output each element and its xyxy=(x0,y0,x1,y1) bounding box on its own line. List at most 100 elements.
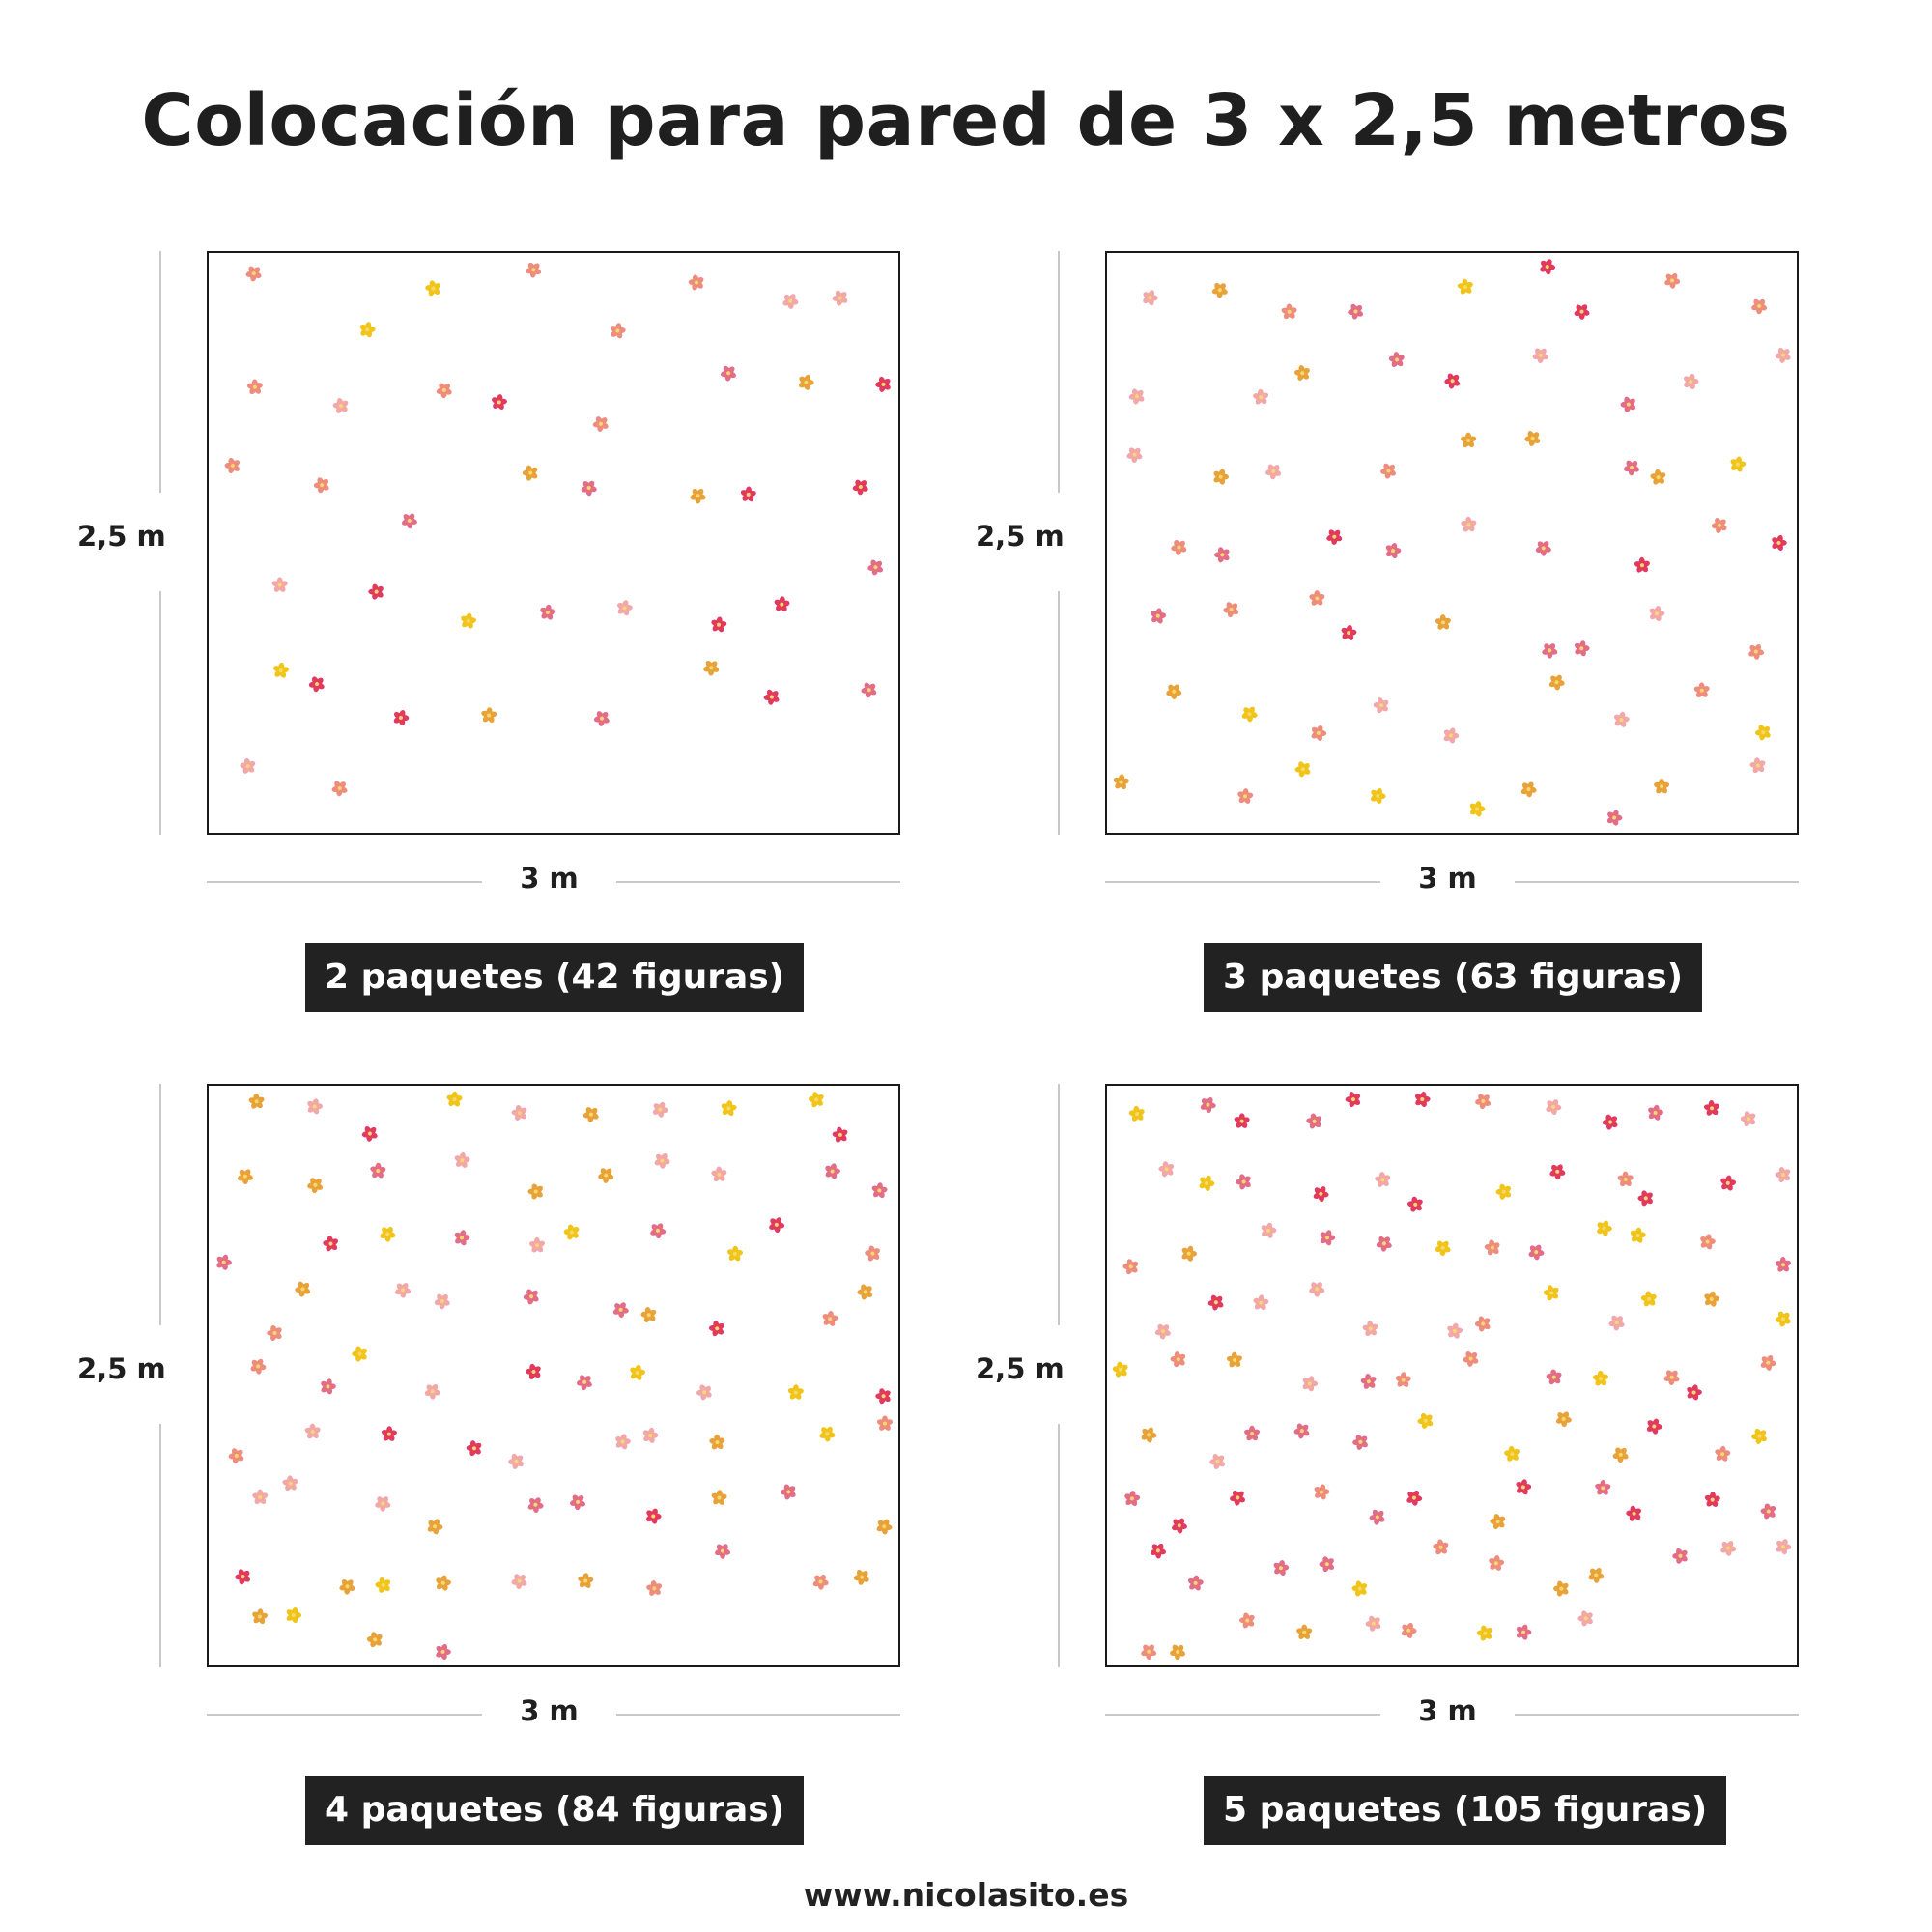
flower-figure xyxy=(1172,1518,1188,1534)
flower-figure xyxy=(1535,541,1551,556)
flower-figure xyxy=(1646,1418,1662,1435)
flower-figure xyxy=(286,1607,302,1624)
flower-figure xyxy=(652,1101,668,1118)
flower-figure xyxy=(271,577,288,592)
flower-figure xyxy=(867,559,884,576)
flower-figure xyxy=(1124,1491,1141,1506)
flower-figure xyxy=(425,280,441,297)
website-link[interactable]: www.nicolasito.es xyxy=(803,1876,1129,1914)
flower-figure xyxy=(1490,1514,1506,1530)
flower-figure xyxy=(581,480,597,497)
flower-figure xyxy=(1447,1322,1463,1339)
flower-figure xyxy=(630,1364,646,1380)
flower-figure xyxy=(1273,1560,1290,1577)
flower-figure xyxy=(1385,543,1402,559)
flower-figure xyxy=(267,1324,282,1342)
flower-figure xyxy=(727,1245,743,1262)
flower-scatter xyxy=(224,262,891,797)
flower-figure xyxy=(1406,1490,1423,1506)
height-dimension-line xyxy=(159,591,161,835)
flower-figure xyxy=(740,486,756,502)
width-dimension-line xyxy=(207,1714,482,1716)
flower-figure xyxy=(1351,1580,1368,1597)
flower-figure xyxy=(307,1178,324,1194)
flower-figure xyxy=(1715,1445,1731,1462)
flower-figure xyxy=(1376,1236,1392,1252)
flower-figure xyxy=(1730,456,1747,472)
flower-figure xyxy=(1236,1174,1251,1190)
flower-figure xyxy=(1113,774,1129,790)
flower-figure xyxy=(1388,352,1405,367)
flower-figure xyxy=(1365,1615,1381,1632)
flower-figure xyxy=(812,1574,829,1590)
flower-figure xyxy=(1128,1105,1145,1122)
flower-figure xyxy=(366,1632,383,1648)
flower-figure xyxy=(1754,724,1771,741)
flower-figure xyxy=(615,1434,631,1450)
flower-figure xyxy=(1489,1555,1505,1571)
flower-figure xyxy=(1433,1539,1449,1555)
flower-figure xyxy=(1128,388,1145,405)
flower-figure xyxy=(1740,1111,1756,1127)
layout-panel-2-packs: 2,5 m 3 m 2 paquetes (42 figuras) xyxy=(77,242,927,1034)
flower-figure xyxy=(1772,534,1787,551)
flower-figure xyxy=(1348,303,1364,320)
flower-figure xyxy=(436,1575,452,1591)
flower-figure xyxy=(1166,684,1182,700)
flower-figure xyxy=(1574,304,1590,320)
flower-figure xyxy=(1341,624,1357,640)
flower-scatter xyxy=(1112,1091,1792,1661)
flower-figure xyxy=(1553,1580,1569,1597)
flower-figure xyxy=(1595,1480,1611,1495)
flower-figure xyxy=(1664,272,1681,289)
flower-figure xyxy=(1320,1230,1336,1246)
flower-figure xyxy=(1435,1240,1451,1257)
flower-figure xyxy=(1617,1171,1634,1187)
width-dimension-line xyxy=(1515,881,1799,883)
flower-figure xyxy=(1626,1505,1641,1521)
flower-figure xyxy=(1520,781,1537,798)
flower-figure xyxy=(1380,463,1397,479)
flower-figure xyxy=(593,711,610,726)
flower-figure xyxy=(861,682,877,698)
flower-figure xyxy=(1663,1370,1680,1386)
flower-figure xyxy=(853,1569,869,1585)
width-label: 3 m xyxy=(1418,862,1477,895)
flower-figure xyxy=(1548,674,1565,691)
flower-figure xyxy=(1239,1612,1255,1629)
flower-figure xyxy=(1294,761,1311,778)
flower-figure xyxy=(1608,1315,1625,1331)
flower-figure xyxy=(492,394,507,411)
flower-figure xyxy=(1577,1610,1593,1627)
flower-figure xyxy=(1208,1294,1224,1311)
flower-figure xyxy=(321,1378,336,1395)
flower-figure xyxy=(720,365,736,382)
flower-figure xyxy=(1654,778,1670,794)
flower-figure xyxy=(332,397,349,413)
flower-figure xyxy=(640,1307,657,1322)
height-label: 2,5 m xyxy=(77,520,166,553)
flower-figure xyxy=(578,1573,594,1588)
flower-figure xyxy=(1704,1291,1720,1307)
flower-figure xyxy=(224,457,241,473)
flower-figure xyxy=(576,1375,592,1391)
flower-figure xyxy=(235,1569,250,1585)
flower-figure xyxy=(787,1384,804,1400)
height-dimension-line xyxy=(1058,1084,1060,1325)
flower-figure xyxy=(825,1163,840,1179)
flower-figure xyxy=(711,1166,727,1182)
flower-figure xyxy=(527,1183,543,1200)
flower-figure xyxy=(1475,1094,1492,1110)
flower-figure xyxy=(1226,1351,1242,1368)
flower-figure xyxy=(1504,1445,1520,1462)
flower-figure xyxy=(1516,1479,1532,1495)
flower-figure xyxy=(1313,1186,1329,1203)
flower-figure xyxy=(1213,469,1229,485)
flower-figure xyxy=(1592,1370,1608,1386)
flower-figure xyxy=(1314,1484,1330,1500)
flower-figure xyxy=(1700,1234,1716,1250)
flower-figure xyxy=(1395,1372,1411,1387)
flower-figure xyxy=(1112,1361,1128,1378)
flower-figure xyxy=(1187,1575,1204,1591)
width-dimension-line xyxy=(1105,881,1380,883)
